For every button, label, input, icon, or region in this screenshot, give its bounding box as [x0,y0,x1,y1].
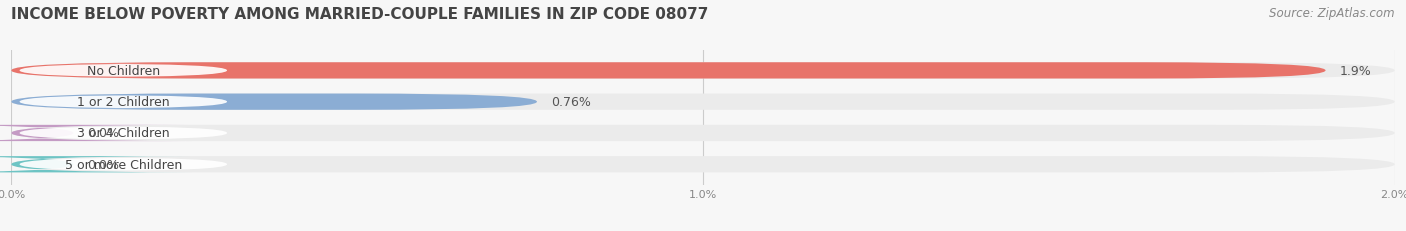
Text: No Children: No Children [87,65,160,78]
FancyBboxPatch shape [11,125,1395,142]
FancyBboxPatch shape [0,156,191,173]
FancyBboxPatch shape [20,158,228,171]
FancyBboxPatch shape [20,64,228,78]
FancyBboxPatch shape [11,63,1395,79]
FancyBboxPatch shape [11,156,1395,173]
Text: 0.0%: 0.0% [87,158,120,171]
Text: 3 or 4 Children: 3 or 4 Children [77,127,170,140]
Text: INCOME BELOW POVERTY AMONG MARRIED-COUPLE FAMILIES IN ZIP CODE 08077: INCOME BELOW POVERTY AMONG MARRIED-COUPL… [11,7,709,22]
Text: 1 or 2 Children: 1 or 2 Children [77,96,170,109]
FancyBboxPatch shape [0,125,191,142]
FancyBboxPatch shape [20,96,228,109]
Text: Source: ZipAtlas.com: Source: ZipAtlas.com [1270,7,1395,20]
Text: 0.76%: 0.76% [551,96,591,109]
Text: 1.9%: 1.9% [1340,65,1371,78]
FancyBboxPatch shape [11,94,1395,110]
Text: 0.0%: 0.0% [87,127,120,140]
Text: 5 or more Children: 5 or more Children [65,158,181,171]
FancyBboxPatch shape [11,94,537,110]
FancyBboxPatch shape [11,63,1326,79]
FancyBboxPatch shape [20,127,228,140]
